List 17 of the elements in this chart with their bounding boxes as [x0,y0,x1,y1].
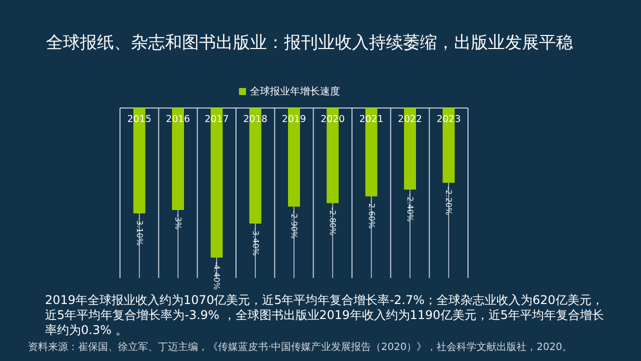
data-label: -2.40% [406,194,414,222]
data-label: -4.40% [212,262,222,290]
legend-label: 全球报业年增长速度 [250,86,340,98]
x-tick-label: 2020 [320,114,345,125]
x-tick-label: 2018 [243,114,268,125]
text: 2019年全球报业收入约为1070亿美元，近5年平均年复合增长率-2.7%；全球杂志业收入为620亿美元，近5年平均年复合增长率为-3.9% ，全球图书出版业2019年收入约为1190亿美元，近5年平均年复合增长率约为0.3% 。 [45,293,605,338]
data-label: -2.90% [290,210,298,240]
data-label: -2.80% [328,207,338,236]
x-tick-label: 2023 [436,114,461,125]
data-label: -2.20% [444,186,454,216]
data-label: -3.10% [134,217,144,246]
data-label: -3.40% [250,228,260,256]
text: 资料来源：崔保国、徐立军、丁迈主编，《传媒蓝皮书·中国传媒产业发展报告（2020）》，社会科学文献出版社，2020。 [28,341,574,354]
x-tick-label: 2017 [204,114,229,125]
data-label: -2.60% [366,200,376,230]
chart-title: 全球报纸、杂志和图书出版业：报刊业收入持续萎缩，出版业发展平稳 [46,33,573,53]
data-label: -3% [174,214,182,230]
